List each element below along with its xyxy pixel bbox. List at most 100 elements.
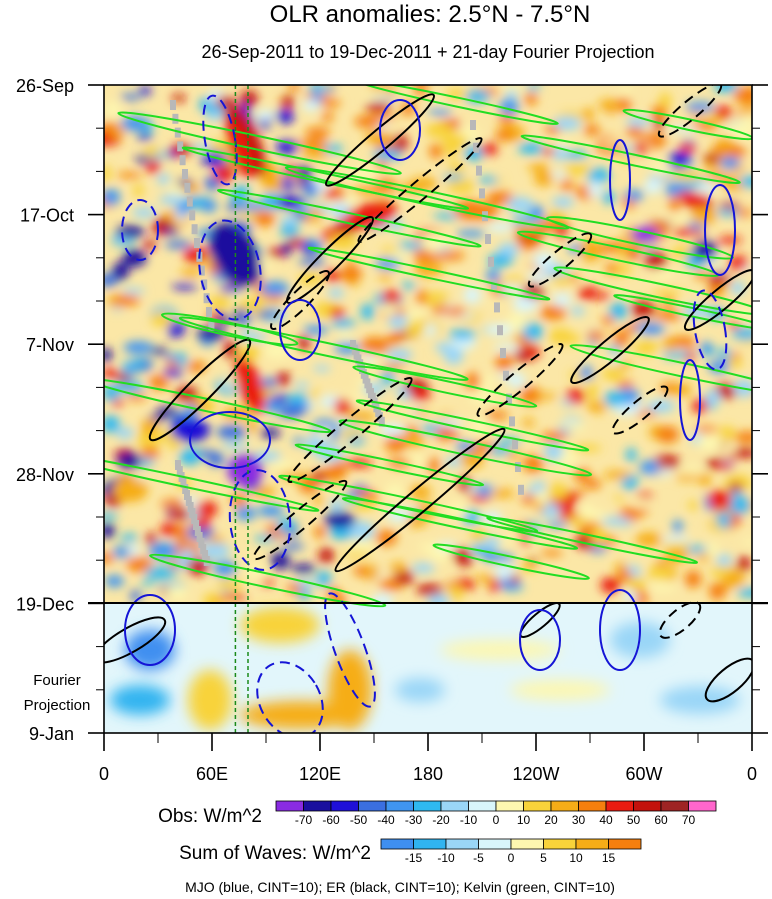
obs-anomaly-blob (699, 473, 712, 487)
obs-anomaly-blob (570, 306, 585, 316)
obs-anomaly-blob (486, 294, 506, 303)
colorbar-level-label: 5 (540, 851, 547, 865)
obs-anomaly-blob (261, 173, 283, 191)
colorbar-level-label: -20 (432, 813, 450, 827)
missing-data-cell (203, 293, 210, 304)
obs-anomaly-blob (309, 390, 321, 398)
obs-anomaly-blob (328, 234, 358, 251)
obs-anomaly-blob (739, 176, 752, 188)
obs-anomaly-blob (736, 588, 752, 598)
obs-anomaly-blob (321, 112, 335, 122)
obs-anomaly-blob (288, 85, 300, 92)
colorbar-level-label: -15 (405, 851, 423, 865)
projection-anomaly-blob (395, 678, 445, 702)
obs-anomaly-blob (626, 576, 646, 592)
colorbar-level-label: -70 (295, 813, 313, 827)
obs-anomaly-blob (587, 168, 610, 184)
mjo-contour (256, 661, 324, 733)
projection-anomaly-blob (440, 640, 560, 660)
missing-data-cell (191, 224, 198, 235)
obs-anomaly-blob (494, 129, 514, 141)
colorbar-swatch (413, 838, 447, 850)
obs-anomaly-blob (424, 122, 454, 138)
obs-anomaly-blob (122, 249, 147, 267)
obs-anomaly-blob (142, 240, 157, 250)
missing-data-cell (186, 196, 193, 207)
obs-anomaly-blob (128, 544, 140, 556)
colorbar-swatch (358, 800, 387, 812)
obs-anomaly-blob (631, 300, 656, 318)
x-tick-label: 60W (625, 764, 662, 784)
missing-data-cell (515, 462, 521, 472)
obs-anomaly-blob (522, 418, 535, 428)
obs-anomaly-blob (694, 230, 705, 240)
er-contour (683, 269, 752, 331)
obs-anomaly-blob (636, 492, 653, 499)
er-contour (357, 137, 483, 243)
obs-anomaly-blob (659, 383, 679, 391)
obs-anomaly-blob (360, 337, 390, 355)
obs-anomaly-blob (239, 90, 259, 108)
mjo-contour (124, 594, 176, 666)
obs-anomaly-blob (267, 394, 293, 403)
obs-anomaly-blob (159, 195, 187, 205)
obs-anomaly-blob (376, 529, 397, 546)
obs-anomaly-blob (208, 295, 234, 309)
obs-anomaly-blob (666, 216, 695, 224)
obs-anomaly-blob (298, 259, 326, 267)
obs-anomaly-blob (682, 193, 711, 209)
kelvin-contour (355, 85, 559, 125)
obs-anomaly-blob (195, 501, 218, 517)
obs-anomaly-blob (112, 262, 129, 280)
obs-anomaly-blob (131, 359, 146, 368)
obs-anomaly-blob (685, 545, 708, 553)
obs-anomaly-blob (219, 285, 244, 294)
obs-anomaly-blob (364, 90, 392, 98)
colorbar-swatch (440, 800, 469, 812)
obs-anomaly-blob (145, 566, 175, 579)
obs-anomaly-blob (578, 503, 593, 517)
kelvin-contour (352, 365, 538, 408)
obs-anomaly-blob (148, 375, 169, 390)
obs-anomaly-blob (205, 113, 223, 121)
colorbar-level-label: -10 (460, 813, 478, 827)
missing-data-cell (194, 526, 201, 536)
obs-anomaly-blob (259, 428, 281, 438)
obs-anomaly-blob (309, 206, 321, 222)
colorbar-swatch (605, 800, 634, 812)
er-contour (570, 315, 650, 385)
obs-anomaly-blob (363, 492, 380, 501)
obs-anomaly-blob (112, 546, 130, 558)
obs-anomaly-blob (272, 460, 295, 473)
obs-anomaly-blob (731, 490, 743, 497)
x-tick-label: 0 (747, 764, 757, 784)
obs-anomaly-blob (279, 224, 300, 237)
obs-anomaly-blob (329, 307, 345, 319)
obs-anomaly-blob (658, 92, 672, 110)
obs-anomaly-blob (334, 186, 346, 201)
obs-anomaly-blob (314, 525, 326, 539)
obs-anomaly-blob (187, 558, 208, 576)
kelvin-contour (104, 451, 320, 512)
obs-anomaly-blob (226, 202, 241, 212)
obs-anomaly-blob (150, 311, 174, 327)
obs-anomaly-blob (633, 141, 648, 154)
obs-anomaly-blob (675, 474, 701, 481)
obs-anomaly-blob (590, 527, 609, 545)
obs-anomaly-blob (486, 411, 509, 420)
obs-anomaly-blob (431, 305, 452, 315)
obs-anomaly-blob (456, 441, 475, 453)
obs-anomaly-blob (167, 320, 185, 338)
obs-anomaly-blob (486, 191, 515, 206)
kelvin-contour (622, 108, 752, 141)
obs-anomaly-blob (489, 488, 515, 498)
kelvin-contour (341, 497, 579, 550)
obs-anomaly-blob (379, 423, 407, 438)
missing-data-cell (201, 279, 208, 290)
kelvin-contour (217, 188, 482, 248)
obs-anomaly-blob (104, 553, 115, 564)
obs-anomaly-blob (308, 85, 324, 93)
obs-anomaly-blob (367, 357, 396, 365)
colorbar-swatch (510, 838, 544, 850)
obs-anomaly-feature (112, 478, 148, 502)
